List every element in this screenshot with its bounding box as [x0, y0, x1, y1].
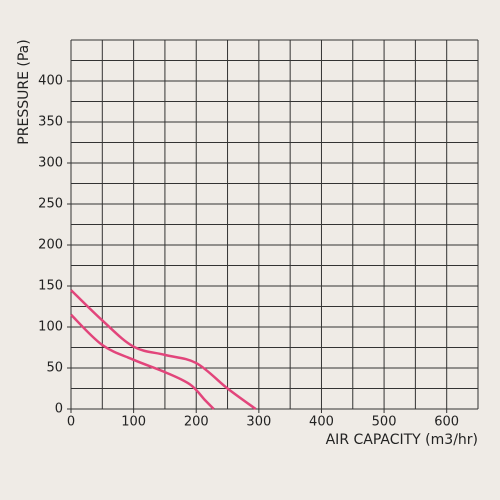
- y-tick-label: 100: [38, 320, 63, 335]
- x-tick-label: 100: [121, 415, 146, 430]
- y-tick-label: 350: [38, 115, 63, 130]
- y-tick-label: 0: [55, 402, 63, 417]
- curve: [70, 313, 215, 410]
- y-tick-label: 300: [38, 156, 63, 171]
- y-axis-label: PRESSURE (Pa): [16, 39, 32, 144]
- x-tick-label: 200: [184, 415, 209, 430]
- y-tick-label: 250: [38, 197, 63, 212]
- x-tick-label: 600: [434, 415, 459, 430]
- x-tick-label: 300: [246, 415, 271, 430]
- x-tick-label: 0: [67, 415, 75, 430]
- y-tick-label: 400: [38, 74, 63, 89]
- x-tick-label: 400: [309, 415, 334, 430]
- x-axis-label: AIR CAPACITY (m3/hr): [326, 432, 478, 448]
- curve: [70, 289, 257, 411]
- x-tick-label: 500: [372, 415, 397, 430]
- y-tick-label: 50: [46, 361, 63, 376]
- y-tick-label: 200: [38, 238, 63, 253]
- y-tick-label: 150: [38, 279, 63, 294]
